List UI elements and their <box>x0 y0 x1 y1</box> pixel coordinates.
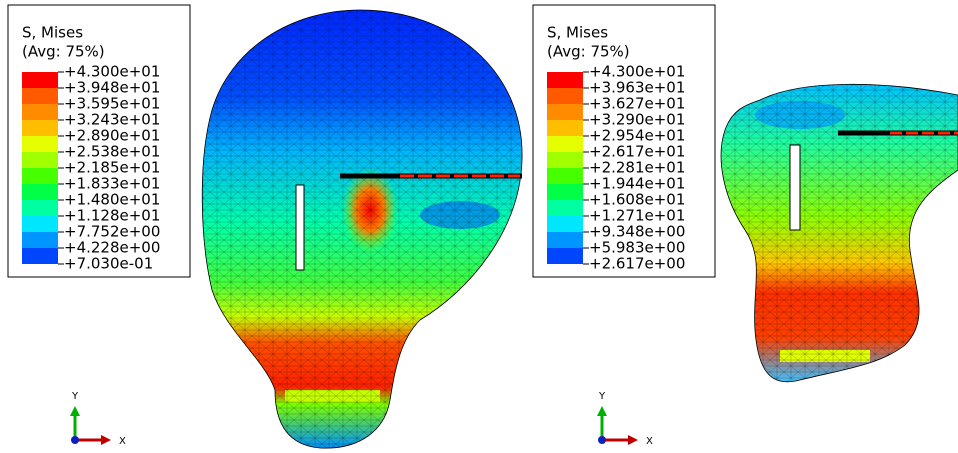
legend-subtitle: (Avg: 75%) <box>22 43 105 61</box>
triad-x-label: X <box>119 436 126 447</box>
triad-y-label: Y <box>71 391 79 402</box>
model-left <box>202 10 522 448</box>
legend-swatch <box>22 104 58 120</box>
legend-swatch <box>22 168 58 184</box>
triad-x-head <box>101 435 111 445</box>
legend-swatch <box>22 184 58 200</box>
legend-swatch <box>22 152 58 168</box>
legend-label: +7.030e-01 <box>64 255 153 273</box>
legend-title: S, Mises <box>22 24 83 42</box>
viewport: S, Mises(Avg: 75%)+4.300e+01+3.948e+01+3… <box>0 0 958 453</box>
legend-swatch <box>22 120 58 136</box>
legend-subtitle: (Avg: 75%) <box>547 43 630 61</box>
legend-swatch <box>22 248 58 264</box>
legend-swatch <box>547 88 583 104</box>
triad-y-head <box>597 406 607 416</box>
triad-origin <box>71 436 79 444</box>
legend-swatch <box>547 72 583 88</box>
legend-swatch <box>547 232 583 248</box>
legend-swatch <box>22 72 58 88</box>
legend-swatch <box>22 216 58 232</box>
triad-y-head <box>70 406 80 416</box>
legend-swatch <box>547 248 583 264</box>
legend-swatch <box>547 120 583 136</box>
axis-triad: YX <box>70 391 126 447</box>
legend-swatch <box>547 168 583 184</box>
model-right <box>721 84 958 382</box>
legend-swatch <box>547 136 583 152</box>
legend-swatch <box>547 104 583 120</box>
legend: S, Mises(Avg: 75%)+4.300e+01+3.948e+01+3… <box>8 5 190 277</box>
triad-y-label: Y <box>598 391 606 402</box>
legend-swatch <box>22 88 58 104</box>
legend-swatch <box>547 216 583 232</box>
legend: S, Mises(Avg: 75%)+4.300e+01+3.963e+01+3… <box>533 5 715 277</box>
axis-triad: YX <box>597 391 653 447</box>
legend-label: +2.617e+00 <box>589 255 685 273</box>
legend-swatch <box>547 184 583 200</box>
legend-swatch <box>547 200 583 216</box>
triad-x-label: X <box>646 436 653 447</box>
legend-title: S, Mises <box>547 24 608 42</box>
triad-origin <box>598 436 606 444</box>
legend-swatch <box>22 200 58 216</box>
legend-swatch <box>22 232 58 248</box>
legend-swatch <box>22 136 58 152</box>
triad-x-head <box>628 435 638 445</box>
legend-swatch <box>547 152 583 168</box>
